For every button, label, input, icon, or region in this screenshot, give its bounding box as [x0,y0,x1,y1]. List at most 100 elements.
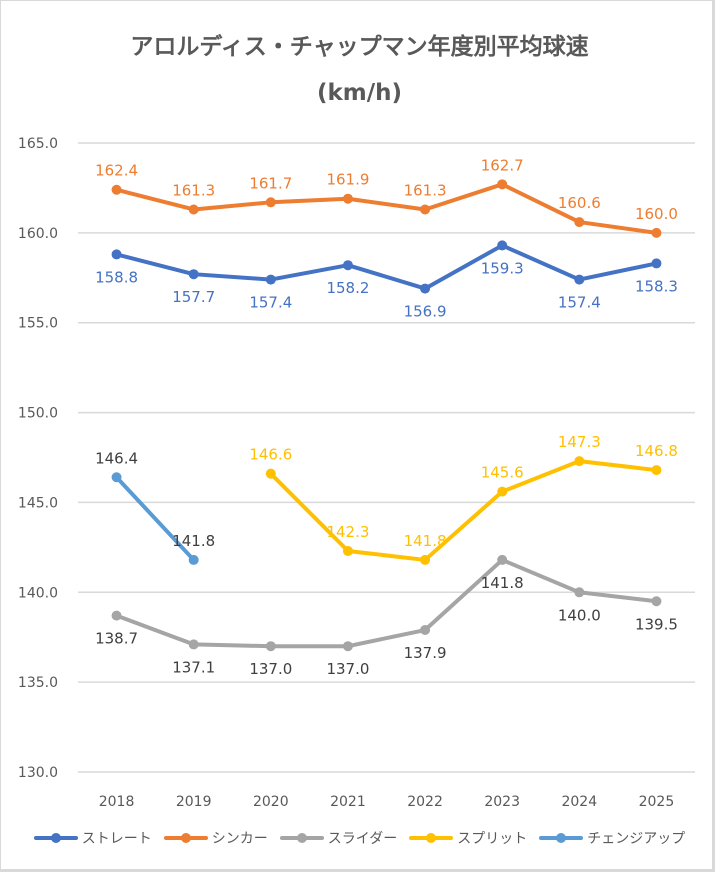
series-0-point [265,274,276,285]
series-3-line [268,459,659,562]
series-2-data-label: 137.0 [249,660,292,678]
series-4-point [188,554,199,565]
series-1-data-label: 160.6 [558,194,601,212]
series-2-data-label: 137.9 [404,644,447,662]
y-tick-label: 145.0 [18,495,58,511]
series-1-line [114,182,659,235]
x-tick-label: 2025 [639,794,675,810]
legend-label: チェンジアップ [587,831,686,847]
series-2-data-label: 137.0 [326,660,369,678]
series-0-point [188,269,199,280]
legend-item: チェンジアップ [539,828,685,848]
series-1-data-label: 160.0 [635,205,678,223]
series-0-point [574,274,585,285]
legend-line-marker-icon [279,833,324,843]
series-3-data-label: 147.3 [558,433,601,451]
y-tick-label: 155.0 [18,316,58,332]
y-tick-label: 160.0 [18,226,58,242]
series-0-point [111,249,122,260]
y-tick-label: 150.0 [18,406,58,422]
series-2-point [111,610,122,621]
series-0-point [420,283,431,294]
series-1-point [420,204,431,215]
y-tick-label: 130.0 [18,765,58,781]
series-2-data-label: 141.8 [481,574,524,592]
series-2-point [420,625,431,636]
series-2-point [188,639,199,650]
chart-title: アロルディス・チャップマン年度別平均球速 [130,34,589,60]
series-3-data-label: 146.6 [249,446,292,464]
legend-item: スプリット [409,828,527,848]
series-1-data-label: 162.4 [95,162,138,180]
series-0-data-label: 157.7 [172,288,215,306]
chart-subtitle: (km/h) [316,80,403,106]
series-2-line [114,557,659,649]
legend-label: スプリット [457,831,528,847]
series-3-data-label: 142.3 [326,523,369,541]
y-tick-label: 135.0 [18,675,58,691]
series-3-point [420,554,431,565]
series-2-data-label: 137.1 [172,658,215,676]
series-1-point [342,193,353,204]
series-1-point [574,217,585,228]
series-2-point [342,641,353,652]
x-tick-label: 2019 [176,794,212,810]
series-0-data-label: 157.4 [249,294,292,312]
legend-item: スライダー [279,828,398,848]
series-0-data-label: 156.9 [404,303,447,321]
series-2-point [265,641,276,652]
legend-label: スライダー [327,831,398,847]
series-4-data-label: 141.8 [172,532,215,550]
y-tick-label: 140.0 [18,585,58,601]
series-3-point [265,468,276,479]
series-0-point [342,260,353,271]
x-tick-label: 2022 [407,794,443,810]
legend-label: シンカー [211,831,268,847]
series-3-data-label: 141.8 [404,532,447,550]
series-0-line [114,243,659,291]
y-tick-label: 165.0 [18,136,58,152]
series-3-data-label: 146.8 [635,442,678,460]
x-tick-label: 2020 [253,794,289,810]
series-0-data-label: 158.2 [326,279,369,297]
series-0-data-label: 159.3 [481,259,524,277]
series-1-data-label: 161.7 [249,174,292,192]
chart-legend: ストレート シンカー スライダー スプリット チェンジアップ [0,828,719,848]
series-2-point [651,596,662,607]
legend-line-marker-icon [33,833,78,843]
series-3-point [497,486,508,497]
series-2-data-label: 140.0 [558,606,601,624]
legend-label: ストレート [81,831,152,847]
series-3-point [574,456,585,467]
series-0-data-label: 158.8 [95,268,138,286]
series-1-point [188,204,199,215]
series-3-point [342,545,353,556]
series-1-data-label: 162.7 [481,156,524,174]
series-2-point [497,554,508,565]
series-1-data-label: 161.9 [326,171,369,189]
legend-line-marker-icon [539,833,584,843]
legend-item: シンカー [163,828,268,848]
series-0-point [651,258,662,269]
series-4-point [111,472,122,483]
series-1-data-label: 161.3 [404,181,447,199]
series-4-data-label: 146.4 [95,449,138,467]
x-tick-label: 2018 [99,794,135,810]
series-4-line [114,475,196,562]
series-1-data-label: 161.3 [172,181,215,199]
series-3-point [651,465,662,476]
series-2-point [574,587,585,598]
x-tick-label: 2023 [484,794,520,810]
series-0-data-label: 158.3 [635,277,678,295]
series-0-point [497,240,508,251]
legend-item: ストレート [33,828,152,848]
series-3-data-label: 145.6 [481,464,524,482]
x-tick-label: 2021 [330,794,366,810]
series-2-data-label: 138.7 [95,630,138,648]
series-0-data-label: 157.4 [558,294,601,312]
series-1-point [497,179,508,190]
legend-line-marker-icon [409,833,454,843]
legend-line-marker-icon [163,833,208,843]
